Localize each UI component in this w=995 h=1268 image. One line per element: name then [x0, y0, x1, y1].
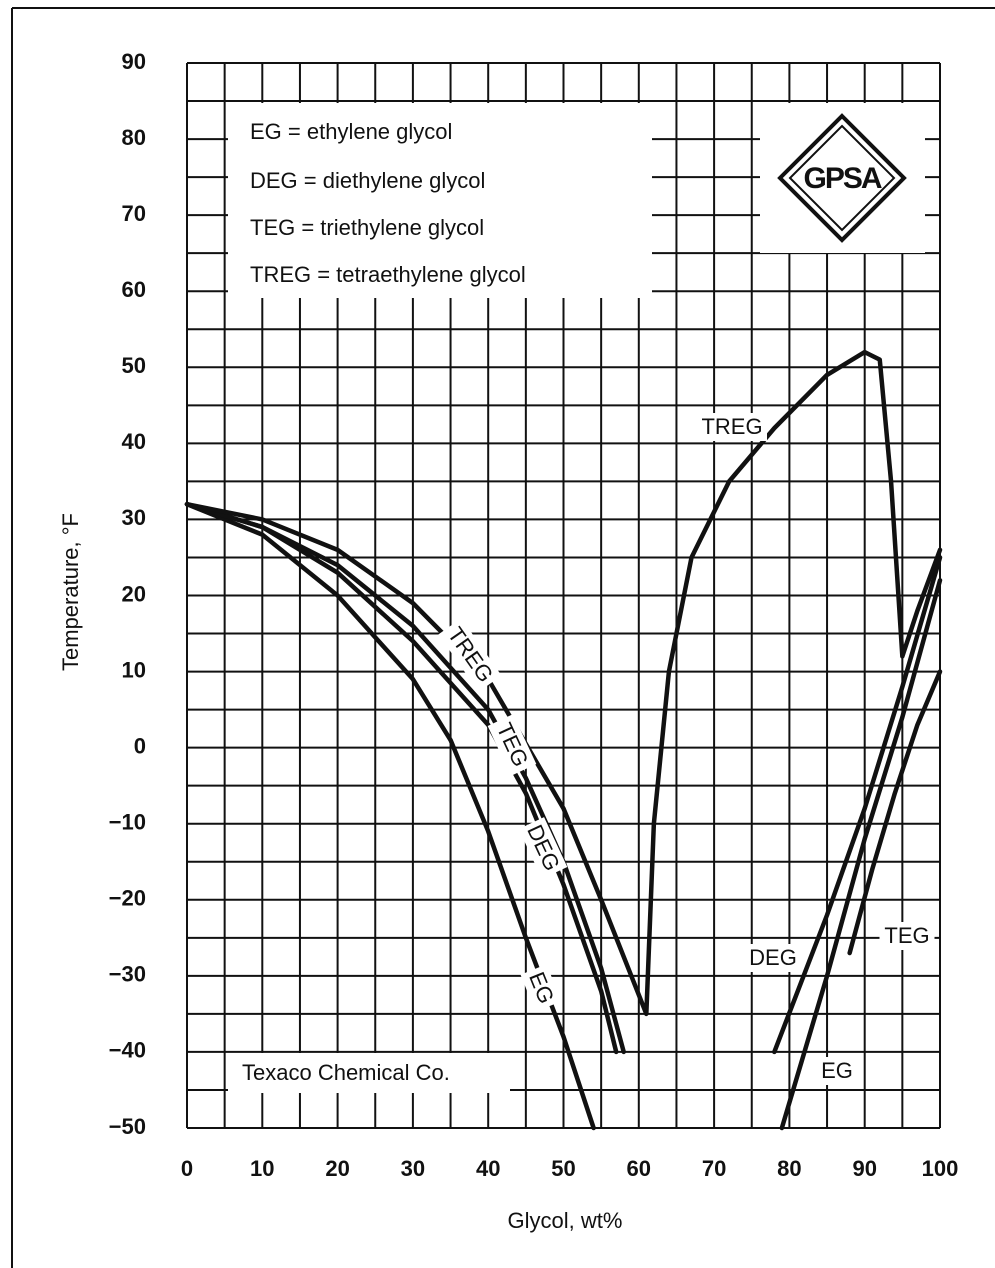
- y-tick-label: −20: [109, 886, 146, 911]
- chart: GPSA EG = ethylene glycol DEG = diethyle…: [0, 0, 995, 1268]
- x-tick-label: 0: [181, 1156, 193, 1181]
- x-tick-label: 20: [325, 1156, 349, 1181]
- curve-label: DEG: [746, 944, 801, 972]
- x-axis-label: Glycol, wt%: [508, 1208, 623, 1233]
- credit: Texaco Chemical Co.: [242, 1060, 450, 1085]
- legend-note: TREG = tetraethylene glycol: [250, 262, 526, 287]
- curve-label-text: DEG: [749, 945, 797, 970]
- x-tick-label: 40: [476, 1156, 500, 1181]
- y-tick-label: −50: [109, 1114, 146, 1139]
- legend-note: TEG = triethylene glycol: [250, 215, 484, 240]
- curve-label: EG: [817, 1057, 857, 1085]
- y-tick-label: 0: [134, 733, 146, 758]
- y-tick-label: −10: [109, 810, 146, 835]
- y-tick-label: −40: [109, 1038, 146, 1063]
- y-tick-label: 60: [122, 277, 146, 302]
- y-tick-label: 30: [122, 505, 146, 530]
- curve-label-text: TEG: [884, 923, 929, 948]
- legend-note: EG = ethylene glycol: [250, 119, 452, 144]
- y-tick-label: 20: [122, 581, 146, 606]
- x-tick-label: 60: [627, 1156, 651, 1181]
- x-tick-label: 90: [852, 1156, 876, 1181]
- logo-text: GPSA: [803, 162, 881, 195]
- x-tick-label: 50: [551, 1156, 575, 1181]
- curve-label-text: TREG: [701, 414, 762, 439]
- y-tick-label: 50: [122, 353, 146, 378]
- page: {"chart_data": { "type": "line", "ylabel…: [0, 0, 995, 1268]
- legend-note: DEG = diethylene glycol: [250, 168, 485, 193]
- x-tick-label: 70: [702, 1156, 726, 1181]
- y-tick-label: 80: [122, 125, 146, 150]
- curve-label-text: EG: [821, 1058, 853, 1083]
- x-tick-label: 80: [777, 1156, 801, 1181]
- x-tick-label: 100: [922, 1156, 959, 1181]
- y-tick-label: 10: [122, 657, 146, 682]
- y-tick-label: 70: [122, 201, 146, 226]
- x-tick-label: 10: [250, 1156, 274, 1181]
- y-tick-label: −30: [109, 962, 146, 987]
- curve-label: TREG: [697, 413, 767, 441]
- y-tick-label: 40: [122, 429, 146, 454]
- curve-label: TEG: [880, 922, 935, 950]
- y-axis-label: Temperature, °F: [58, 513, 83, 671]
- y-tick-label: 90: [122, 49, 146, 74]
- x-tick-label: 30: [401, 1156, 425, 1181]
